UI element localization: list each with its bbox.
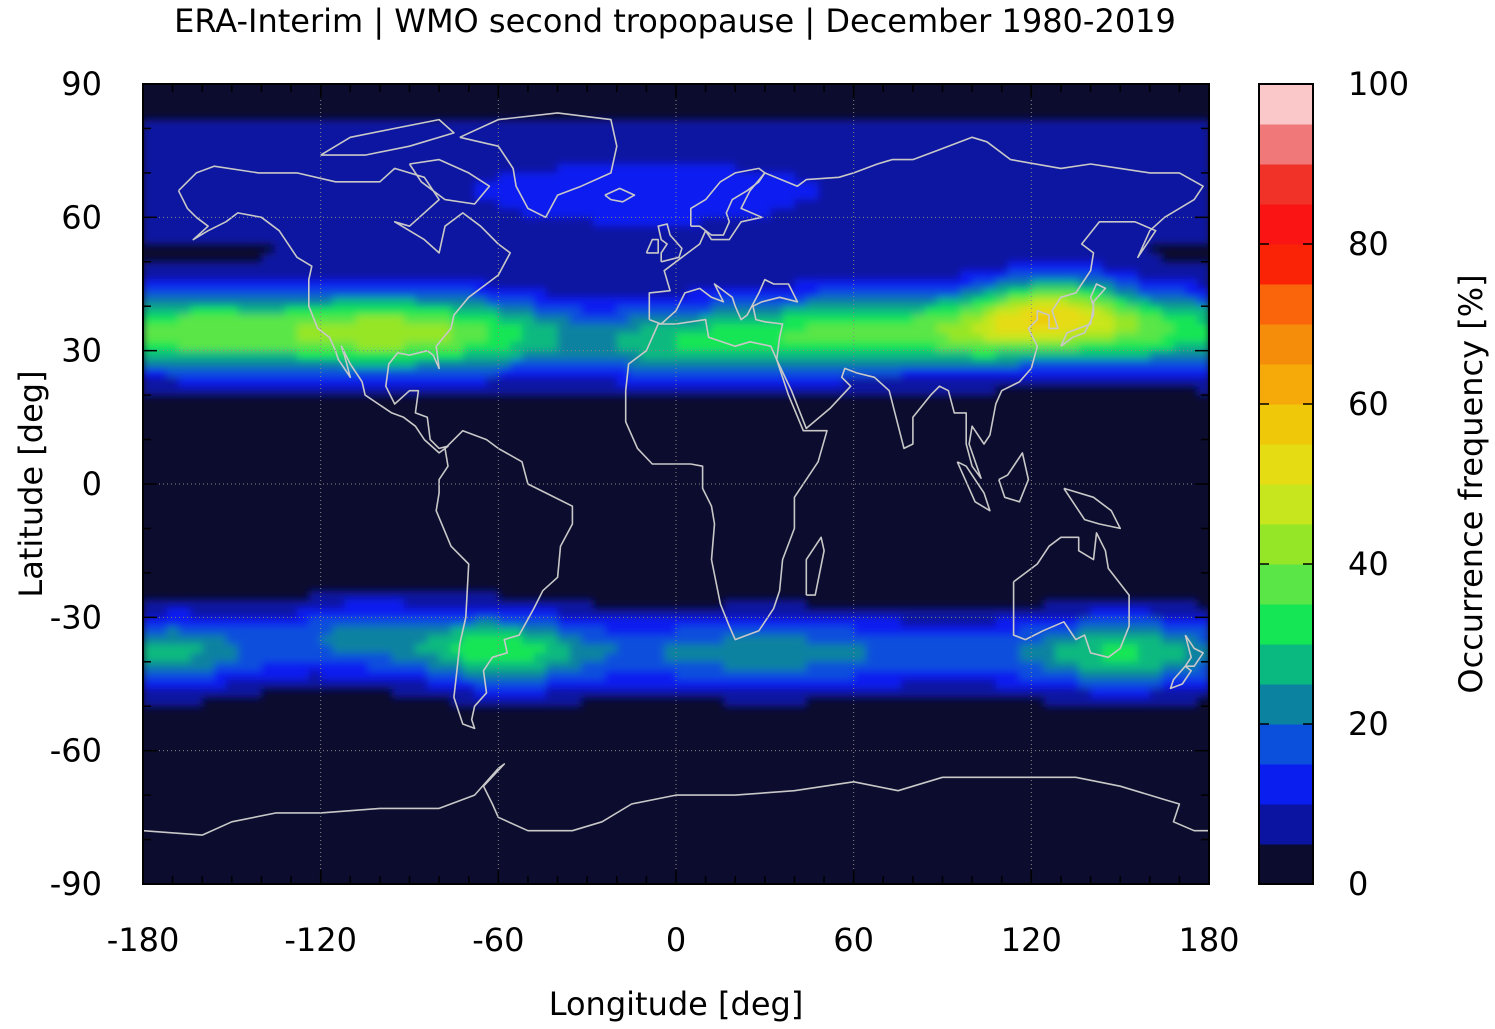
coastline-11 [604, 187, 636, 203]
x-tick-label: 60 [833, 921, 874, 959]
coastline-13 [1012, 532, 1130, 659]
coastline-10 [645, 238, 659, 254]
coastline-15 [1169, 665, 1192, 690]
coastline-14 [1184, 634, 1204, 667]
y-tick-label: -60 [50, 732, 102, 770]
colorbar-swatch [1259, 404, 1313, 445]
colorbar-swatch [1259, 764, 1313, 805]
chart-title: ERA-Interim | WMO second tropopause | De… [174, 2, 1176, 40]
coastline-0 [177, 165, 511, 454]
colorbar-swatch [1259, 444, 1313, 485]
colorbar-swatch [1259, 724, 1313, 765]
y-tick-label: 60 [61, 198, 102, 236]
coastline-16 [998, 452, 1030, 503]
y-tick-label: -30 [50, 598, 102, 636]
colorbar-swatch [1259, 324, 1313, 365]
coastline-18 [1063, 487, 1121, 530]
coastline-1 [459, 112, 618, 219]
colorbar-swatch [1259, 244, 1313, 285]
map-area [143, 84, 1209, 884]
colorbar-tick-label: 0 [1348, 865, 1368, 903]
colorbar-swatch [1259, 844, 1313, 885]
x-axis-label: Longitude [deg] [549, 985, 804, 1023]
coastline-12 [1060, 283, 1107, 347]
y-tick-label: -90 [50, 865, 102, 903]
x-tick-label: -180 [107, 921, 180, 959]
colorbar-tick-label: 40 [1348, 545, 1389, 583]
coastline-7 [648, 136, 1204, 479]
y-tick-label: 30 [61, 332, 102, 370]
coastline-4 [435, 429, 574, 730]
colorbar-ticks: 0 20 40 60 80 100 [1259, 65, 1409, 903]
colorbar-tick-label: 20 [1348, 705, 1389, 743]
coastline-8 [690, 167, 766, 236]
colorbar-swatch [1259, 124, 1313, 165]
colorbar-swatch [1259, 524, 1313, 565]
coastline-3 [320, 118, 455, 156]
grid-lines [143, 84, 1209, 884]
colorbar-label: Occurrence frequency [%] [1452, 274, 1490, 693]
coastline-9 [657, 223, 683, 263]
coastline-17 [956, 461, 991, 512]
colorbar-swatch [1259, 604, 1313, 645]
colorbar-tick-label: 100 [1348, 65, 1409, 103]
x-tick-label: -120 [284, 921, 357, 959]
coastline-5 [624, 318, 828, 641]
x-tick-label: 120 [1001, 921, 1062, 959]
x-tick-label: -60 [472, 921, 524, 959]
colorbar [1258, 83, 1314, 885]
colorbar-swatch [1259, 364, 1313, 405]
coastline-2 [408, 158, 491, 205]
y-tick-label: 0 [82, 465, 102, 503]
occurrence-field [143, 119, 1209, 707]
colorbar-swatch [1259, 284, 1313, 325]
colorbar-swatch [1259, 804, 1313, 845]
y-tick-label: 90 [61, 65, 102, 103]
colorbar-swatch [1259, 164, 1313, 205]
coastline-19 [143, 763, 1209, 836]
field-cells [143, 119, 1209, 707]
colorbar-swatch [1259, 564, 1313, 605]
y-axis-label: Latitude [deg] [12, 370, 50, 597]
colorbar-tick-label: 80 [1348, 225, 1389, 263]
x-tick-label: 180 [1178, 921, 1239, 959]
coastline-6 [805, 536, 825, 596]
x-tick-label: 0 [666, 921, 686, 959]
colorbar-swatch [1259, 204, 1313, 245]
colorbar-swatch [1259, 84, 1313, 125]
x-axis-ticks: -180 -120 -60 0 60 120 180 [107, 84, 1240, 959]
colorbar-tick-label: 60 [1348, 385, 1389, 423]
coastlines [143, 112, 1209, 836]
y-axis-ticks: 90 60 30 0 -30 -60 -90 [50, 65, 1209, 903]
colorbar-swatch [1259, 484, 1313, 525]
colorbar-swatch [1259, 684, 1313, 725]
colorbar-frame [1258, 83, 1314, 885]
colorbar-swatch [1259, 644, 1313, 685]
